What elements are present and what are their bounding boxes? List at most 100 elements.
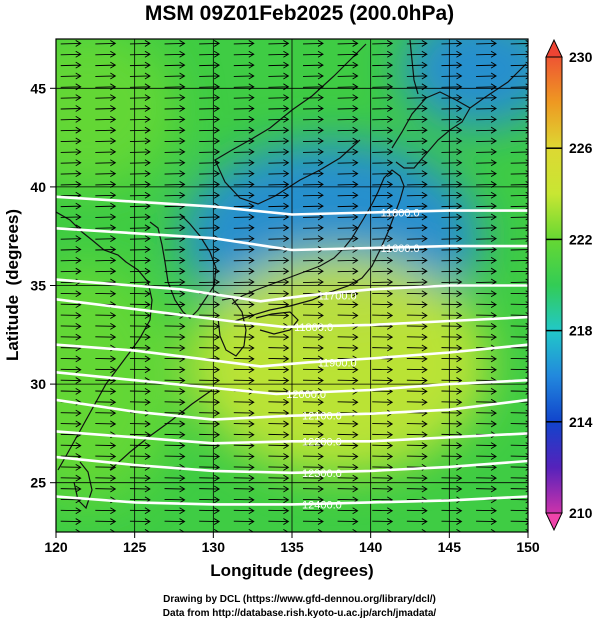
wind-arrow bbox=[441, 474, 463, 482]
wind-arrow bbox=[406, 278, 428, 286]
y-tick-label: 30 bbox=[30, 376, 46, 392]
wind-arrow bbox=[95, 191, 117, 199]
wind-arrow bbox=[233, 256, 255, 264]
contour-label: 12100.0 bbox=[302, 411, 342, 423]
wind-arrow bbox=[510, 529, 528, 532]
wind-arrow bbox=[129, 256, 151, 264]
wind-arrow bbox=[406, 290, 428, 298]
wind-arrow bbox=[268, 256, 290, 264]
wind-arrow bbox=[233, 115, 255, 123]
wind-arrow bbox=[406, 61, 428, 69]
wind-arrow bbox=[372, 72, 394, 80]
wind-arrow bbox=[441, 388, 463, 395]
wind-arrow bbox=[510, 496, 528, 504]
wind-arrow bbox=[303, 431, 324, 439]
wind-arrow bbox=[233, 431, 255, 439]
wind-arrow bbox=[129, 355, 151, 363]
wind-arrow bbox=[233, 105, 255, 112]
wind-arrow bbox=[337, 333, 359, 341]
wind-arrow bbox=[164, 398, 186, 406]
wind-arrow bbox=[510, 333, 528, 341]
wind-arrow bbox=[60, 213, 82, 221]
wind-arrow bbox=[476, 115, 497, 123]
wind-arrow bbox=[406, 366, 428, 374]
wind-arrow bbox=[303, 453, 324, 460]
wind-arrow bbox=[441, 366, 463, 374]
wind-arrow bbox=[476, 355, 497, 363]
wind-arrow bbox=[199, 366, 221, 374]
wind-arrow bbox=[233, 420, 255, 428]
wind-arrow bbox=[199, 267, 221, 275]
wind-arrow bbox=[60, 115, 82, 123]
wind-arrow bbox=[372, 115, 394, 123]
coastline-shikoku bbox=[255, 311, 299, 335]
wind-arrow bbox=[372, 529, 393, 532]
wind-arrow bbox=[95, 94, 117, 102]
wind-arrow bbox=[303, 518, 324, 525]
wind-arrow bbox=[199, 115, 221, 123]
wind-arrow bbox=[303, 148, 324, 156]
wind-arrow bbox=[303, 333, 324, 341]
coastline-kurils bbox=[469, 63, 527, 109]
wind-arrow bbox=[303, 94, 324, 102]
wind-arrow bbox=[510, 463, 528, 471]
colorbar-top-triangle bbox=[545, 38, 563, 58]
wind-arrow bbox=[372, 256, 394, 264]
wind-arrow bbox=[268, 377, 290, 384]
wind-arrow bbox=[476, 409, 497, 417]
wind-arrow bbox=[129, 105, 151, 112]
wind-arrow bbox=[268, 496, 290, 504]
wind-arrow bbox=[199, 507, 221, 515]
wind-arrow bbox=[60, 355, 82, 363]
wind-arrow bbox=[441, 126, 463, 134]
wind-arrow bbox=[337, 267, 359, 275]
wind-arrow bbox=[60, 50, 82, 58]
wind-arrow bbox=[95, 366, 117, 374]
wind-arrow bbox=[510, 485, 528, 493]
wind-arrow bbox=[372, 267, 394, 275]
colorbar-bottom-triangle bbox=[545, 512, 563, 532]
colorbar-tick-label: 214 bbox=[569, 414, 593, 430]
wind-arrow bbox=[164, 518, 186, 525]
wind-arrow bbox=[510, 290, 528, 298]
wind-arrow bbox=[268, 137, 290, 145]
wind-arrow bbox=[233, 529, 254, 532]
wind-arrow bbox=[233, 301, 255, 309]
wind-arrow bbox=[476, 507, 497, 515]
wind-arrow bbox=[406, 267, 428, 275]
wind-arrow bbox=[476, 105, 497, 112]
wind-arrow bbox=[476, 202, 497, 210]
wind-arrow bbox=[372, 191, 394, 199]
contour-line bbox=[56, 455, 528, 475]
wind-arrow bbox=[268, 301, 290, 309]
wind-arrow bbox=[199, 301, 221, 309]
wind-arrow bbox=[268, 170, 290, 177]
wind-arrow bbox=[337, 453, 359, 460]
wind-arrow bbox=[129, 366, 151, 374]
wind-arrow bbox=[476, 181, 497, 188]
wind-arrow bbox=[199, 278, 221, 286]
wind-arrow bbox=[441, 267, 463, 275]
wind-arrow bbox=[60, 72, 82, 80]
contour-label: 12000.0 bbox=[286, 389, 326, 401]
wind-arrow bbox=[233, 40, 255, 47]
contour-label: 11900.0 bbox=[318, 357, 357, 369]
wind-arrow bbox=[406, 518, 428, 525]
wind-arrow bbox=[476, 290, 497, 298]
wind-arrow bbox=[406, 72, 428, 80]
wind-arrow bbox=[95, 126, 117, 134]
wind-arrow bbox=[441, 115, 463, 123]
wind-arrow bbox=[164, 148, 186, 156]
wind-arrow bbox=[268, 474, 290, 482]
wind-arrow bbox=[129, 83, 151, 91]
wind-arrow bbox=[510, 256, 528, 264]
wind-arrow bbox=[406, 453, 428, 460]
wind-arrow bbox=[95, 72, 117, 80]
wind-arrow bbox=[441, 170, 463, 177]
wind-arrow bbox=[441, 224, 463, 232]
wind-arrow bbox=[199, 83, 221, 91]
wind-arrow bbox=[406, 235, 428, 243]
wind-arrow bbox=[406, 224, 428, 232]
wind-arrow bbox=[199, 431, 221, 439]
wind-arrow bbox=[406, 213, 428, 221]
